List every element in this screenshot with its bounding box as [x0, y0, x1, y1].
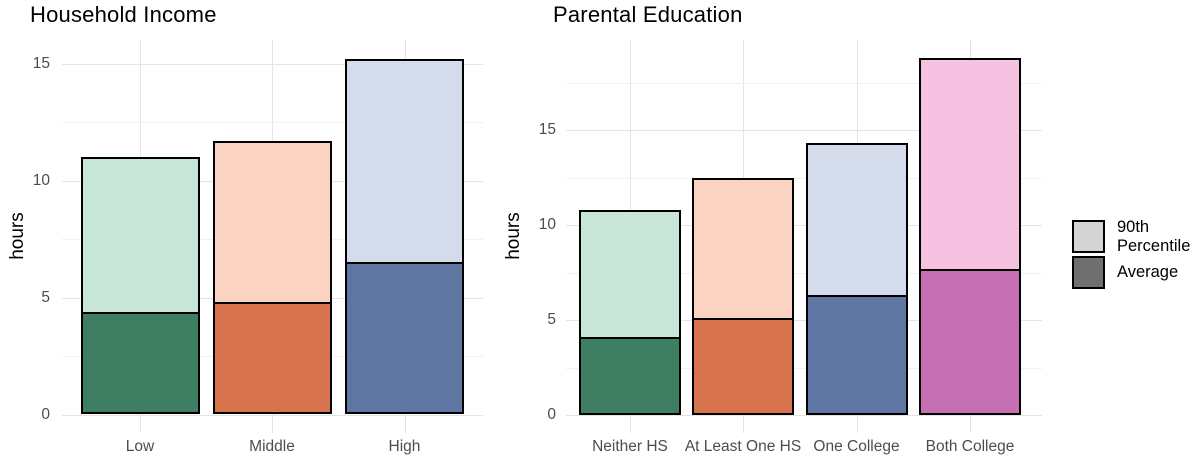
y-axis-label: hours: [503, 212, 524, 260]
gridline-vertical: [404, 40, 406, 433]
bar-90th-percentile-middle: [212, 140, 332, 415]
y-tick-label: 5: [41, 288, 50, 306]
gridline-major: [566, 415, 1042, 416]
legend-label: Average: [1117, 263, 1179, 282]
bar-average-one-college: [805, 295, 908, 415]
x-category-label: At Least One HS: [684, 438, 802, 455]
gridline-vertical: [970, 40, 971, 433]
x-category-label: Middle: [249, 438, 295, 455]
bar-average-middle: [212, 302, 332, 415]
y-tick-label: 15: [32, 54, 50, 72]
y-tick-label: 0: [41, 405, 50, 423]
legend-label: 90th Percentile: [1117, 218, 1191, 255]
gridline-minor: [62, 356, 483, 357]
y-tick-label: 0: [547, 406, 556, 423]
gridline-vertical: [856, 40, 858, 433]
gridline-minor: [566, 367, 1042, 369]
chart-title: Parental Education: [553, 2, 743, 27]
gridline-vertical: [743, 40, 744, 433]
bar-90th-percentile-high: [345, 58, 464, 415]
legend-swatch-average: [1072, 256, 1105, 290]
bar-90th-percentile-at-least-one-hs: [692, 177, 794, 415]
y-axis-label: hours: [7, 212, 28, 260]
bar-average-at-least-one-hs: [692, 318, 794, 415]
gridline-major: [62, 414, 483, 416]
bar-90th-percentile-one-college: [805, 143, 908, 415]
gridline-vertical: [140, 40, 141, 433]
bar-90th-percentile-low: [80, 157, 200, 415]
bar-average-low: [80, 311, 200, 415]
y-tick-label: 5: [547, 311, 556, 328]
bar-average-high: [345, 262, 464, 415]
legend: 90th Percentile Average: [1072, 218, 1198, 290]
x-category-label: Low: [125, 438, 155, 455]
gridline-major: [566, 130, 1042, 131]
gridline-major: [566, 225, 1042, 226]
legend-swatch-90th-percentile: [1072, 220, 1105, 254]
legend-row: 90th Percentile: [1072, 218, 1198, 256]
gridline-vertical: [630, 40, 631, 433]
x-category-label: Both College: [925, 438, 1015, 455]
y-tick-label: 10: [538, 216, 556, 233]
gridline-minor: [566, 177, 1042, 179]
x-category-label: High: [388, 438, 421, 455]
y-tick-label: 10: [32, 171, 50, 189]
gridline-minor: [62, 122, 483, 123]
x-category-label: Neither HS: [592, 438, 668, 455]
bar-average-both-college: [919, 268, 1021, 415]
chart-title: Household Income: [30, 2, 217, 27]
gridline-major: [62, 180, 483, 182]
gridline-minor: [566, 82, 1042, 84]
y-tick-label: 15: [538, 121, 556, 138]
gridline-minor: [566, 272, 1042, 274]
bar-90th-percentile-both-college: [919, 57, 1021, 415]
gridline-major: [62, 63, 483, 65]
x-category-label: One College: [813, 438, 900, 455]
bar-90th-percentile-neither-hs: [579, 209, 681, 415]
gridline-minor: [62, 239, 483, 240]
gridline-major: [62, 297, 483, 299]
bar-average-neither-hs: [579, 337, 681, 415]
gridline-vertical: [272, 40, 273, 433]
gridline-major: [566, 320, 1042, 321]
legend-row: Average: [1072, 256, 1198, 290]
